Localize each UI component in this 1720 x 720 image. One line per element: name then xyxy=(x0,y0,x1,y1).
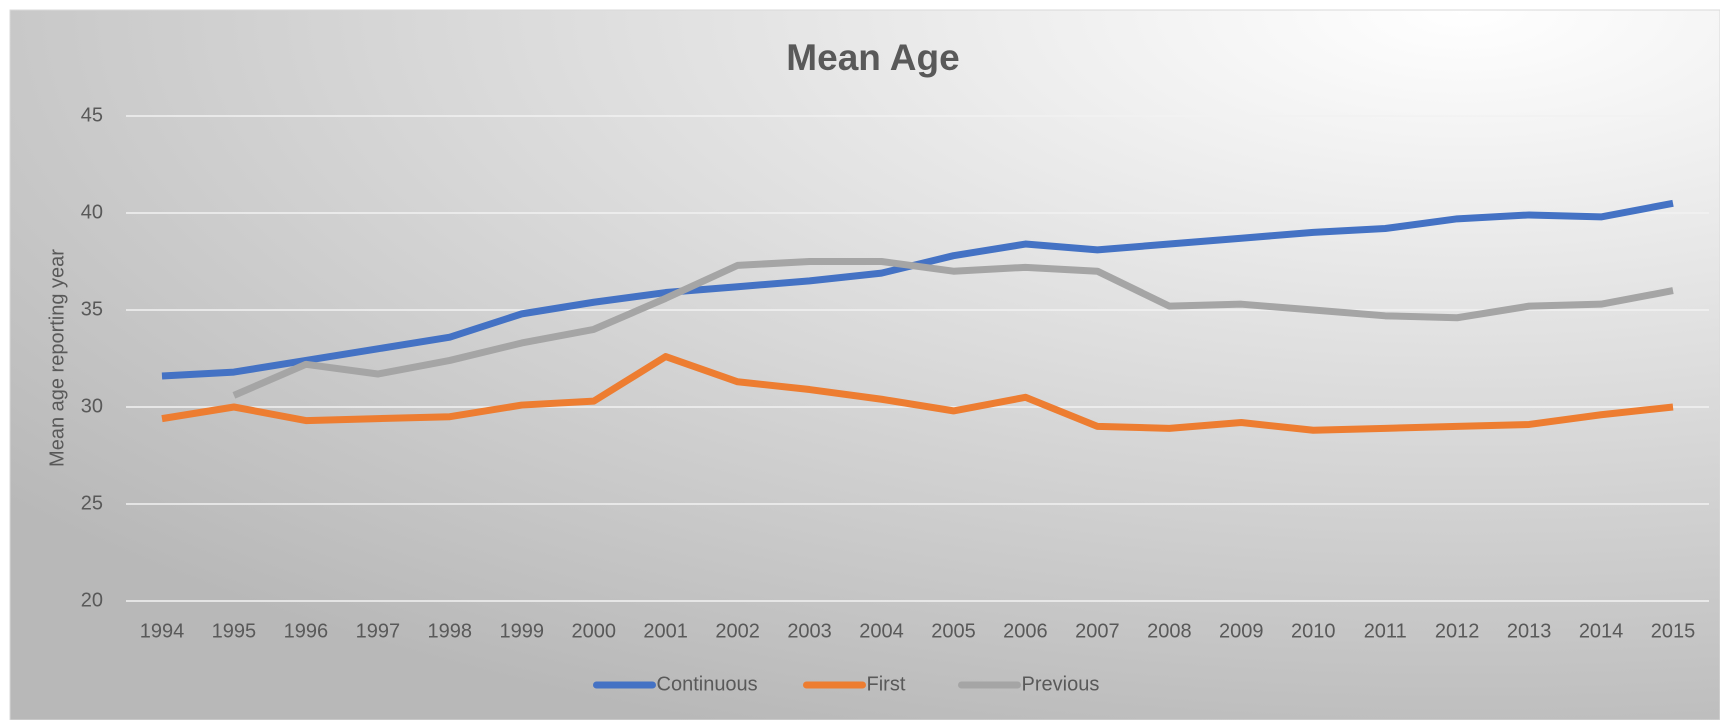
x-tick-label: 2013 xyxy=(1507,620,1552,642)
x-tick-label: 2009 xyxy=(1219,620,1264,642)
x-tick-label: 2007 xyxy=(1075,620,1120,642)
x-tick-label: 1998 xyxy=(428,620,473,642)
y-tick-label: 20 xyxy=(81,589,103,611)
x-tick-label: 2014 xyxy=(1579,620,1624,642)
chart-title: Mean Age xyxy=(786,37,959,78)
x-tick-label: 1999 xyxy=(500,620,545,642)
y-tick-label: 45 xyxy=(81,104,103,126)
x-tick-label: 1997 xyxy=(356,620,401,642)
y-tick-label: 25 xyxy=(81,492,103,514)
y-tick-label: 35 xyxy=(81,298,103,320)
x-tick-label: 2005 xyxy=(931,620,976,642)
x-tick-label: 1994 xyxy=(140,620,185,642)
x-tick-label: 2015 xyxy=(1651,620,1696,642)
x-tick-label: 2012 xyxy=(1435,620,1480,642)
x-tick-label: 2003 xyxy=(787,620,832,642)
legend-label: Previous xyxy=(1022,673,1100,695)
y-axis-label: Mean age reporting year xyxy=(46,249,68,467)
x-tick-label: 2001 xyxy=(643,620,688,642)
x-tick-label: 2000 xyxy=(571,620,616,642)
series-line xyxy=(161,353,1674,434)
x-tick-label: 1995 xyxy=(212,620,257,642)
x-tick-label: 2010 xyxy=(1291,620,1336,642)
x-tick-label: 1996 xyxy=(284,620,329,642)
y-tick-label: 30 xyxy=(81,395,103,417)
legend-label: First xyxy=(867,673,906,695)
legend-label: Continuous xyxy=(657,673,758,695)
x-tick-label: 2002 xyxy=(715,620,760,642)
x-tick-label: 2011 xyxy=(1364,620,1407,642)
x-tick-label: 2004 xyxy=(859,620,904,642)
y-tick-label: 40 xyxy=(81,201,103,223)
series-line xyxy=(232,258,1674,399)
x-tick-label: 2008 xyxy=(1147,620,1192,642)
x-tick-label: 2006 xyxy=(1003,620,1048,642)
